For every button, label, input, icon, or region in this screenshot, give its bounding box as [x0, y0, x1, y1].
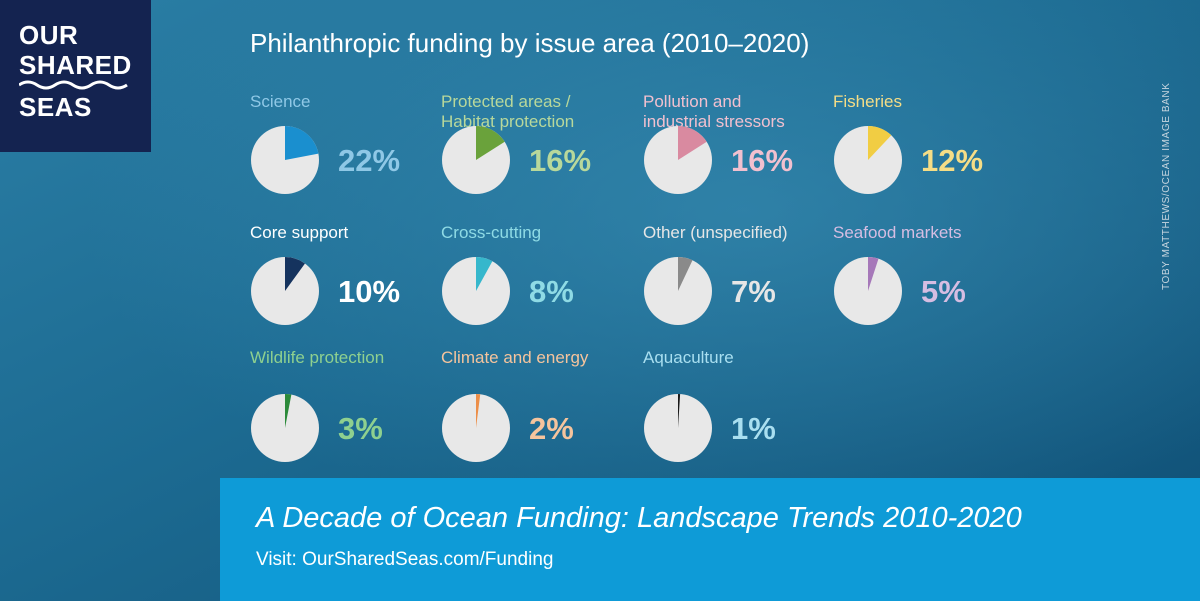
wave-icon	[19, 80, 128, 90]
pie-slice	[285, 125, 319, 160]
banner-title: A Decade of Ocean Funding: Landscape Tre…	[256, 502, 1022, 534]
pie-category-label: Aquaculture	[643, 348, 734, 367]
report-banner: A Decade of Ocean Funding: Landscape Tre…	[220, 478, 1200, 601]
pie-value-label: 1%	[731, 411, 776, 446]
pie-item: Seafood markets 5%	[833, 223, 966, 325]
pie-value-label: 16%	[529, 143, 591, 178]
pie-slice	[285, 394, 292, 428]
funding-link[interactable]: Visit: OurSharedSeas.com/Funding	[256, 549, 554, 570]
pie-value-label: 8%	[529, 274, 574, 309]
logo-line: OUR	[19, 20, 79, 50]
pie-category-label: Cross-cutting	[441, 223, 541, 242]
our-shared-seas-logo: OUR SHARED SEAS	[0, 0, 151, 152]
pie-slice	[476, 257, 493, 291]
pie-item: Science 22%	[250, 92, 400, 194]
pie-item: Core support 10%	[250, 223, 400, 325]
pie-slice	[678, 257, 693, 291]
pie-item: Protected areas / Habitat protection 16%	[441, 92, 591, 194]
pie-slice	[476, 394, 481, 428]
pie-slice	[868, 126, 892, 160]
pie-category-label: Pollution and industrial stressors	[643, 92, 785, 131]
pie-category-label: Protected areas / Habitat protection	[441, 92, 574, 131]
pie-value-label: 2%	[529, 411, 574, 446]
chart-title: Philanthropic funding by issue area (201…	[250, 28, 810, 58]
pie-value-label: 22%	[338, 143, 400, 178]
pie-category-label: Wildlife protection	[250, 348, 384, 367]
pie-category-label: Climate and energy	[441, 348, 589, 367]
pie-item: Aquaculture 1%	[643, 348, 776, 462]
pie-category-label: Fisheries	[833, 92, 902, 111]
pie-item: Fisheries 12%	[833, 92, 983, 194]
pie-value-label: 10%	[338, 274, 400, 309]
pie-item: Other (unspecified) 7%	[643, 223, 788, 325]
pie-value-label: 12%	[921, 143, 983, 178]
pie-value-label: 3%	[338, 411, 383, 446]
pie-value-label: 16%	[731, 143, 793, 178]
pie-value-label: 7%	[731, 274, 776, 309]
pie-item: Wildlife protection 3%	[250, 348, 384, 462]
pie-slice	[868, 257, 879, 291]
logo-line: SHARED	[19, 50, 132, 80]
pie-category-label: Science	[250, 92, 310, 111]
pie-slice	[678, 126, 707, 160]
pie-category-label: Other (unspecified)	[643, 223, 788, 242]
pie-slice	[285, 257, 305, 291]
pie-item: Cross-cutting 8%	[441, 223, 574, 325]
pie-slice	[678, 394, 681, 428]
pie-value-label: 5%	[921, 274, 966, 309]
pie-item: Climate and energy 2%	[441, 348, 589, 462]
pie-category-label: Seafood markets	[833, 223, 962, 242]
pie-category-label: Core support	[250, 223, 349, 242]
pie-item: Pollution and industrial stressors 16%	[643, 92, 793, 194]
pie-slice	[476, 126, 505, 160]
logo-line: SEAS	[19, 92, 92, 122]
